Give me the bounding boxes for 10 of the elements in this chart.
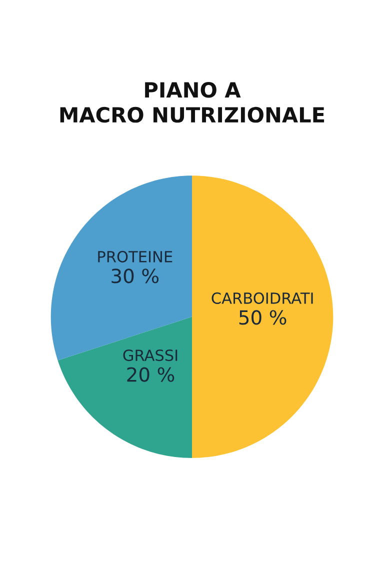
pie-slice — [58, 316, 192, 458]
data-label: 20 % — [127, 367, 174, 382]
pie-slice — [192, 176, 334, 458]
data-label: 30 % — [112, 268, 159, 284]
pie-slice — [50, 176, 192, 360]
slice-label: PROTEINE — [98, 250, 172, 262]
slice-label: CARBOIDRATI — [212, 292, 313, 304]
chart-title: PIANO A MACRO NUTRIZIONALE — [60, 82, 324, 123]
slice-label: GRASSI — [123, 350, 178, 362]
data-label: 50 % — [239, 310, 286, 325]
